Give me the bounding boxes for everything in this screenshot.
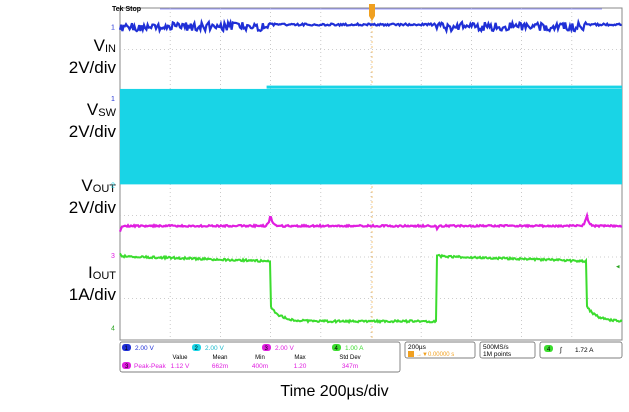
record-length: 1M points	[483, 351, 512, 358]
meas-value-3: 1.20	[294, 363, 307, 370]
trigger-level-marker: ◂	[616, 264, 620, 271]
trigger-position-value: →▼0.00000 s	[416, 352, 454, 358]
meas-header-2: Min	[255, 355, 265, 361]
vsw-trace	[120, 89, 622, 184]
vsw-trace-bump	[267, 86, 622, 89]
meas-header-3: Max	[294, 355, 305, 361]
meas-header-1: Mean	[212, 355, 227, 361]
channel-scale-1: 2.00 V	[135, 345, 154, 352]
iout-marker: 4	[111, 326, 115, 333]
oscilloscope-screen: 11234◂ Tek Stop1 2.00 V 2 2.00 V 3 2.00 V 4 1.0…	[108, 0, 629, 380]
timebase-value: 200µs	[408, 344, 427, 351]
vin-marker: 1	[111, 25, 115, 32]
sample-rate: 500MS/s	[483, 344, 509, 351]
x-axis-label: Time 200µs/div	[0, 383, 629, 401]
meas-name: Peak-Peak	[134, 363, 167, 370]
vsw-marker: 1	[111, 96, 115, 103]
meas-header-4: Std Dev	[339, 355, 360, 361]
vsw-marker-2: 2	[111, 182, 115, 189]
meas-header-0: Value	[173, 355, 189, 361]
vsw-label-main: V	[87, 100, 98, 119]
channel-scale-3: 2.00 V	[275, 345, 294, 352]
meas-value-4: 347m	[342, 363, 358, 370]
vin-label-main: V	[94, 36, 105, 55]
meas-value-1: 662m	[212, 363, 228, 370]
meas-value-0: 1.12 V	[171, 363, 190, 370]
vout-label-main: V	[81, 176, 92, 195]
vout-marker: 3	[111, 253, 115, 260]
trigger-level: 1.72 A	[575, 347, 594, 354]
channel-scale-2: 2.00 V	[205, 345, 224, 352]
tek-status: Tek Stop	[112, 6, 141, 13]
trigger-pos-icon	[408, 351, 414, 357]
x-axis-label-text: Time 200µs/div	[280, 383, 388, 400]
channel-scale-4: 1.00 A	[345, 345, 364, 352]
meas-value-2: 400m	[252, 363, 268, 370]
